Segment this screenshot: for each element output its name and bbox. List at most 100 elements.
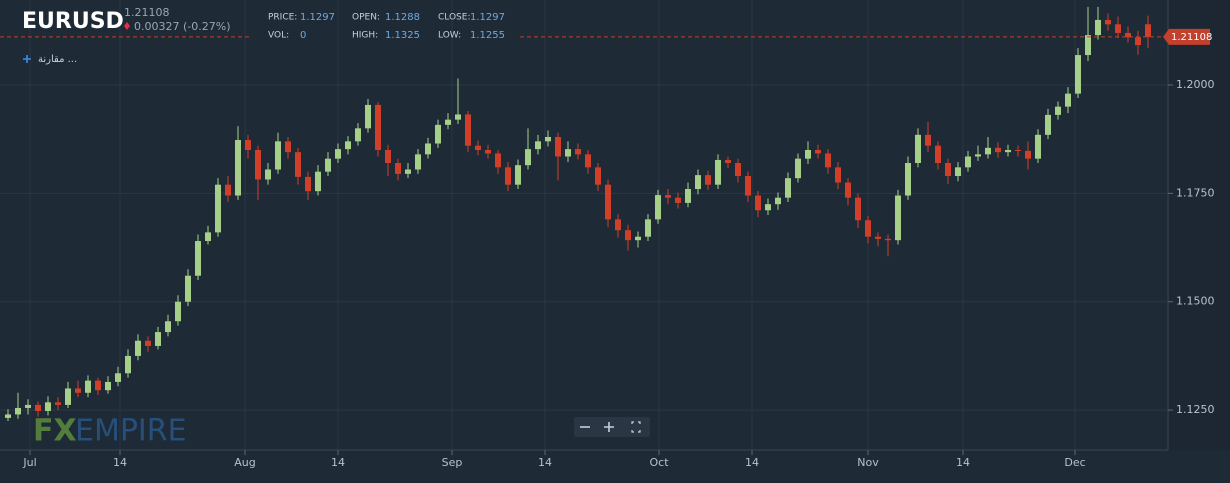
candle-body bbox=[975, 154, 981, 157]
compare-icon bbox=[23, 55, 31, 63]
stat-value: 1.1288 bbox=[385, 12, 420, 23]
stat-value: 0 bbox=[300, 30, 306, 41]
candle-body bbox=[645, 219, 651, 237]
overlay: 1.21108 bbox=[0, 28, 1212, 45]
candle-body bbox=[35, 404, 41, 411]
candle-body bbox=[965, 156, 971, 168]
candle-body bbox=[1035, 134, 1041, 159]
header-change: 0.00327 (-0.27%) bbox=[134, 20, 230, 33]
candle-body bbox=[445, 119, 451, 125]
x-tick-label: 14 bbox=[113, 456, 127, 469]
candle-body bbox=[275, 141, 281, 170]
candle-body bbox=[825, 153, 831, 168]
candle-body bbox=[755, 195, 761, 211]
candle-body bbox=[1085, 35, 1091, 56]
candle-body bbox=[635, 236, 641, 241]
candle-body bbox=[575, 149, 581, 155]
x-tick-label: 14 bbox=[331, 456, 345, 469]
candle-body bbox=[55, 402, 61, 405]
candle-body bbox=[415, 154, 421, 170]
compare-button[interactable]: مقارنة ... bbox=[23, 54, 77, 65]
candle-body bbox=[195, 241, 201, 276]
stat-value: 1.1255 bbox=[470, 30, 505, 41]
candle-body bbox=[105, 381, 111, 391]
candle-body bbox=[15, 407, 21, 415]
candle-body bbox=[345, 141, 351, 150]
candle-body bbox=[585, 154, 591, 168]
stat-label: PRICE: bbox=[268, 13, 297, 23]
candle-body bbox=[715, 159, 721, 185]
candle-body bbox=[565, 149, 571, 157]
candle-body bbox=[1005, 150, 1011, 153]
candle-body bbox=[695, 175, 701, 190]
candle-body bbox=[285, 141, 291, 153]
candle-body bbox=[705, 175, 711, 185]
candle-body bbox=[525, 149, 531, 166]
last-price-tag bbox=[1163, 28, 1210, 45]
candle-body bbox=[165, 321, 171, 333]
candle-body bbox=[855, 197, 861, 221]
candle-body bbox=[675, 197, 681, 203]
stat-label: CLOSE: bbox=[438, 13, 471, 23]
zoom-controls bbox=[574, 417, 650, 437]
candle-body bbox=[135, 340, 141, 356]
candle-body bbox=[25, 404, 31, 408]
candle-body bbox=[225, 184, 231, 196]
candle-body bbox=[1075, 55, 1081, 94]
candle-body bbox=[775, 197, 781, 205]
stat-label: HIGH: bbox=[352, 31, 378, 41]
watermark-fx: FX bbox=[33, 414, 77, 449]
candle-body bbox=[665, 195, 671, 198]
candle-body bbox=[765, 204, 771, 211]
y-tick-label: 1.1250 bbox=[1176, 403, 1215, 416]
candle-body bbox=[75, 388, 81, 393]
candle-body bbox=[895, 195, 901, 241]
candle-body bbox=[95, 380, 101, 391]
candle-body bbox=[1015, 150, 1021, 151]
candle-body bbox=[205, 232, 211, 242]
y-tick-label: 1.1500 bbox=[1176, 295, 1215, 308]
candle-body bbox=[805, 150, 811, 159]
candle-body bbox=[295, 152, 301, 177]
candle-body bbox=[215, 184, 221, 233]
candle-body bbox=[1025, 150, 1031, 159]
header-price: 1.21108 bbox=[124, 6, 170, 19]
candle-body bbox=[355, 128, 361, 142]
candle-body bbox=[1055, 106, 1061, 115]
compare-text: مقارنة ... bbox=[38, 54, 77, 65]
candle-body bbox=[905, 163, 911, 196]
candle-body bbox=[625, 230, 631, 241]
candle-body bbox=[425, 143, 431, 155]
watermark: FX EMPIRE bbox=[33, 414, 187, 449]
symbol-title: EURUSD bbox=[22, 9, 124, 34]
candle-body bbox=[455, 114, 461, 120]
candle-body bbox=[1095, 19, 1101, 36]
candle-body bbox=[995, 147, 1001, 153]
price-axis-panel bbox=[1168, 0, 1230, 450]
candle-body bbox=[865, 220, 871, 237]
zoom-in[interactable] bbox=[604, 422, 614, 432]
candle-body bbox=[385, 150, 391, 164]
candle-body bbox=[1105, 19, 1111, 25]
x-tick-label: 14 bbox=[538, 456, 552, 469]
fullscreen[interactable] bbox=[631, 421, 641, 433]
candle-body bbox=[1135, 37, 1141, 46]
candle-body bbox=[265, 169, 271, 180]
x-tick-label: 14 bbox=[956, 456, 970, 469]
stat-value: 1.1297 bbox=[300, 12, 335, 23]
candle-body bbox=[615, 219, 621, 231]
y-tick-label: 1.2000 bbox=[1176, 78, 1215, 91]
x-tick-label: Nov bbox=[857, 456, 879, 469]
candle-body bbox=[375, 104, 381, 150]
candle-body bbox=[795, 158, 801, 179]
candle-body bbox=[175, 301, 181, 322]
candle-body bbox=[435, 124, 441, 144]
x-tick-label: Dec bbox=[1064, 456, 1085, 469]
candle-body bbox=[685, 189, 691, 203]
stat-value: 1.1297 bbox=[470, 12, 505, 23]
last-price-label: 1.21108 bbox=[1171, 32, 1212, 43]
x-tick-label: 14 bbox=[745, 456, 759, 469]
candle-body bbox=[145, 340, 151, 346]
